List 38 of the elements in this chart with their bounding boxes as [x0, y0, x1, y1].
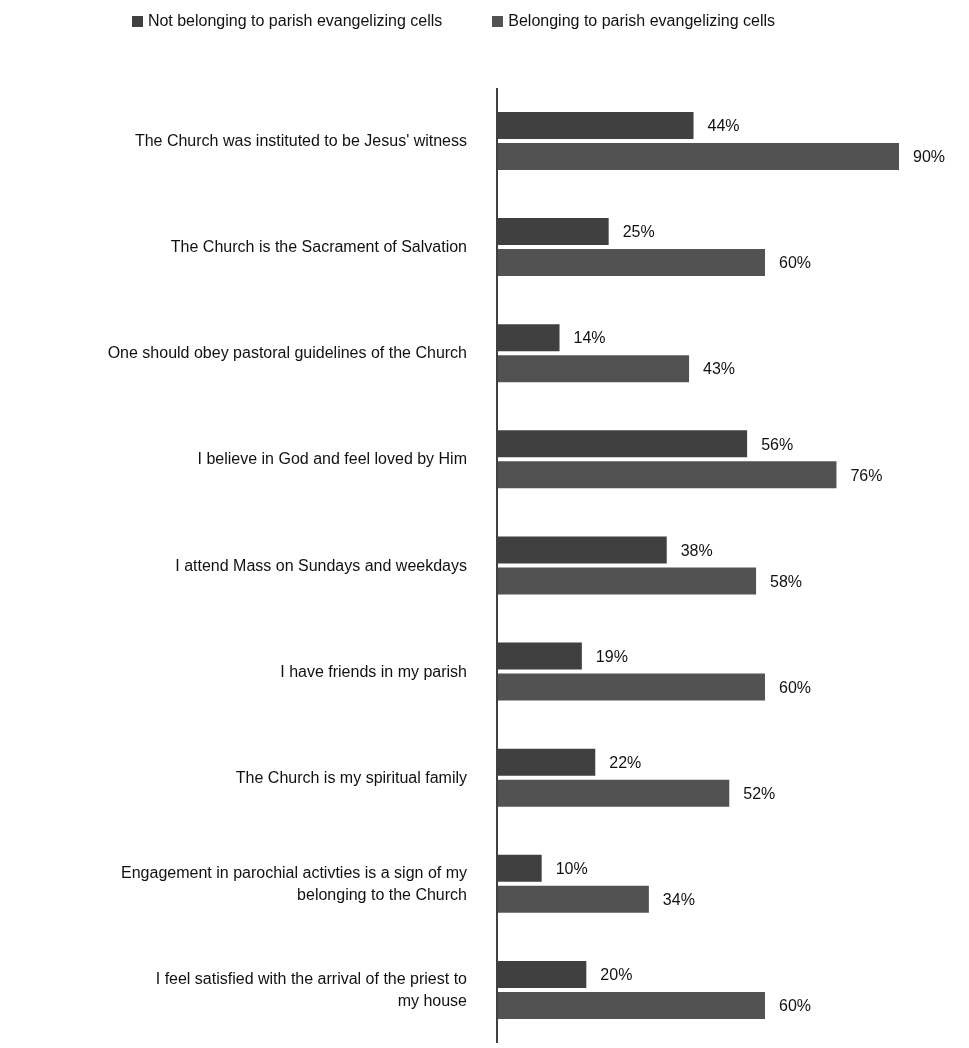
data-label: 14% — [573, 329, 606, 347]
data-label: 19% — [595, 647, 628, 665]
data-label: 44% — [707, 117, 740, 135]
legend-label: Belonging to parish evangelizing cells — [507, 12, 776, 30]
data-label: 22% — [609, 753, 642, 771]
data-label: 60% — [779, 678, 812, 696]
data-label: 43% — [703, 360, 736, 378]
bar — [497, 143, 899, 170]
y-tick-label: I believe in God and feel loved by Him — [197, 450, 467, 468]
y-tick-label: The Church is my spiritual family — [235, 768, 467, 786]
bar — [497, 779, 730, 807]
y-tick-label: I attend Mass on Sundays and weekdays — [175, 556, 467, 574]
data-label: 58% — [770, 572, 803, 590]
data-label: 60% — [779, 254, 812, 272]
data-label: 20% — [600, 966, 633, 984]
y-tick-label: The Church is the Sacrament of Salvation — [170, 238, 467, 256]
bar — [497, 991, 765, 1019]
y-tick-label: I have friends in my parish — [280, 662, 467, 680]
bar — [497, 249, 765, 277]
bar — [497, 461, 837, 489]
data-label: 38% — [680, 541, 713, 559]
bar — [497, 673, 765, 701]
data-label: 10% — [555, 859, 588, 877]
y-tick-label: The Church was instituted to be Jesus' witness — [134, 132, 467, 150]
data-label: 52% — [743, 784, 776, 802]
data-label: 60% — [779, 997, 812, 1015]
data-label: 34% — [662, 890, 695, 908]
y-tick-label: One should obey pastoral guidelines of the Church — [107, 344, 467, 362]
data-label: 25% — [622, 223, 655, 241]
bar — [497, 567, 757, 595]
bar — [497, 885, 649, 913]
data-label: 76% — [850, 466, 883, 484]
y-tick-label: Engagement in parochial activties is a sign of my belonging to the Church — [121, 863, 467, 903]
data-label: 56% — [761, 435, 794, 453]
legend-label: Not belonging to parish evangelizing cells — [146, 12, 443, 30]
y-tick-label: I feel satisfied with the arrival of the priest to my house — [155, 969, 468, 1009]
data-label: 90% — [913, 148, 946, 166]
bar — [497, 355, 690, 383]
